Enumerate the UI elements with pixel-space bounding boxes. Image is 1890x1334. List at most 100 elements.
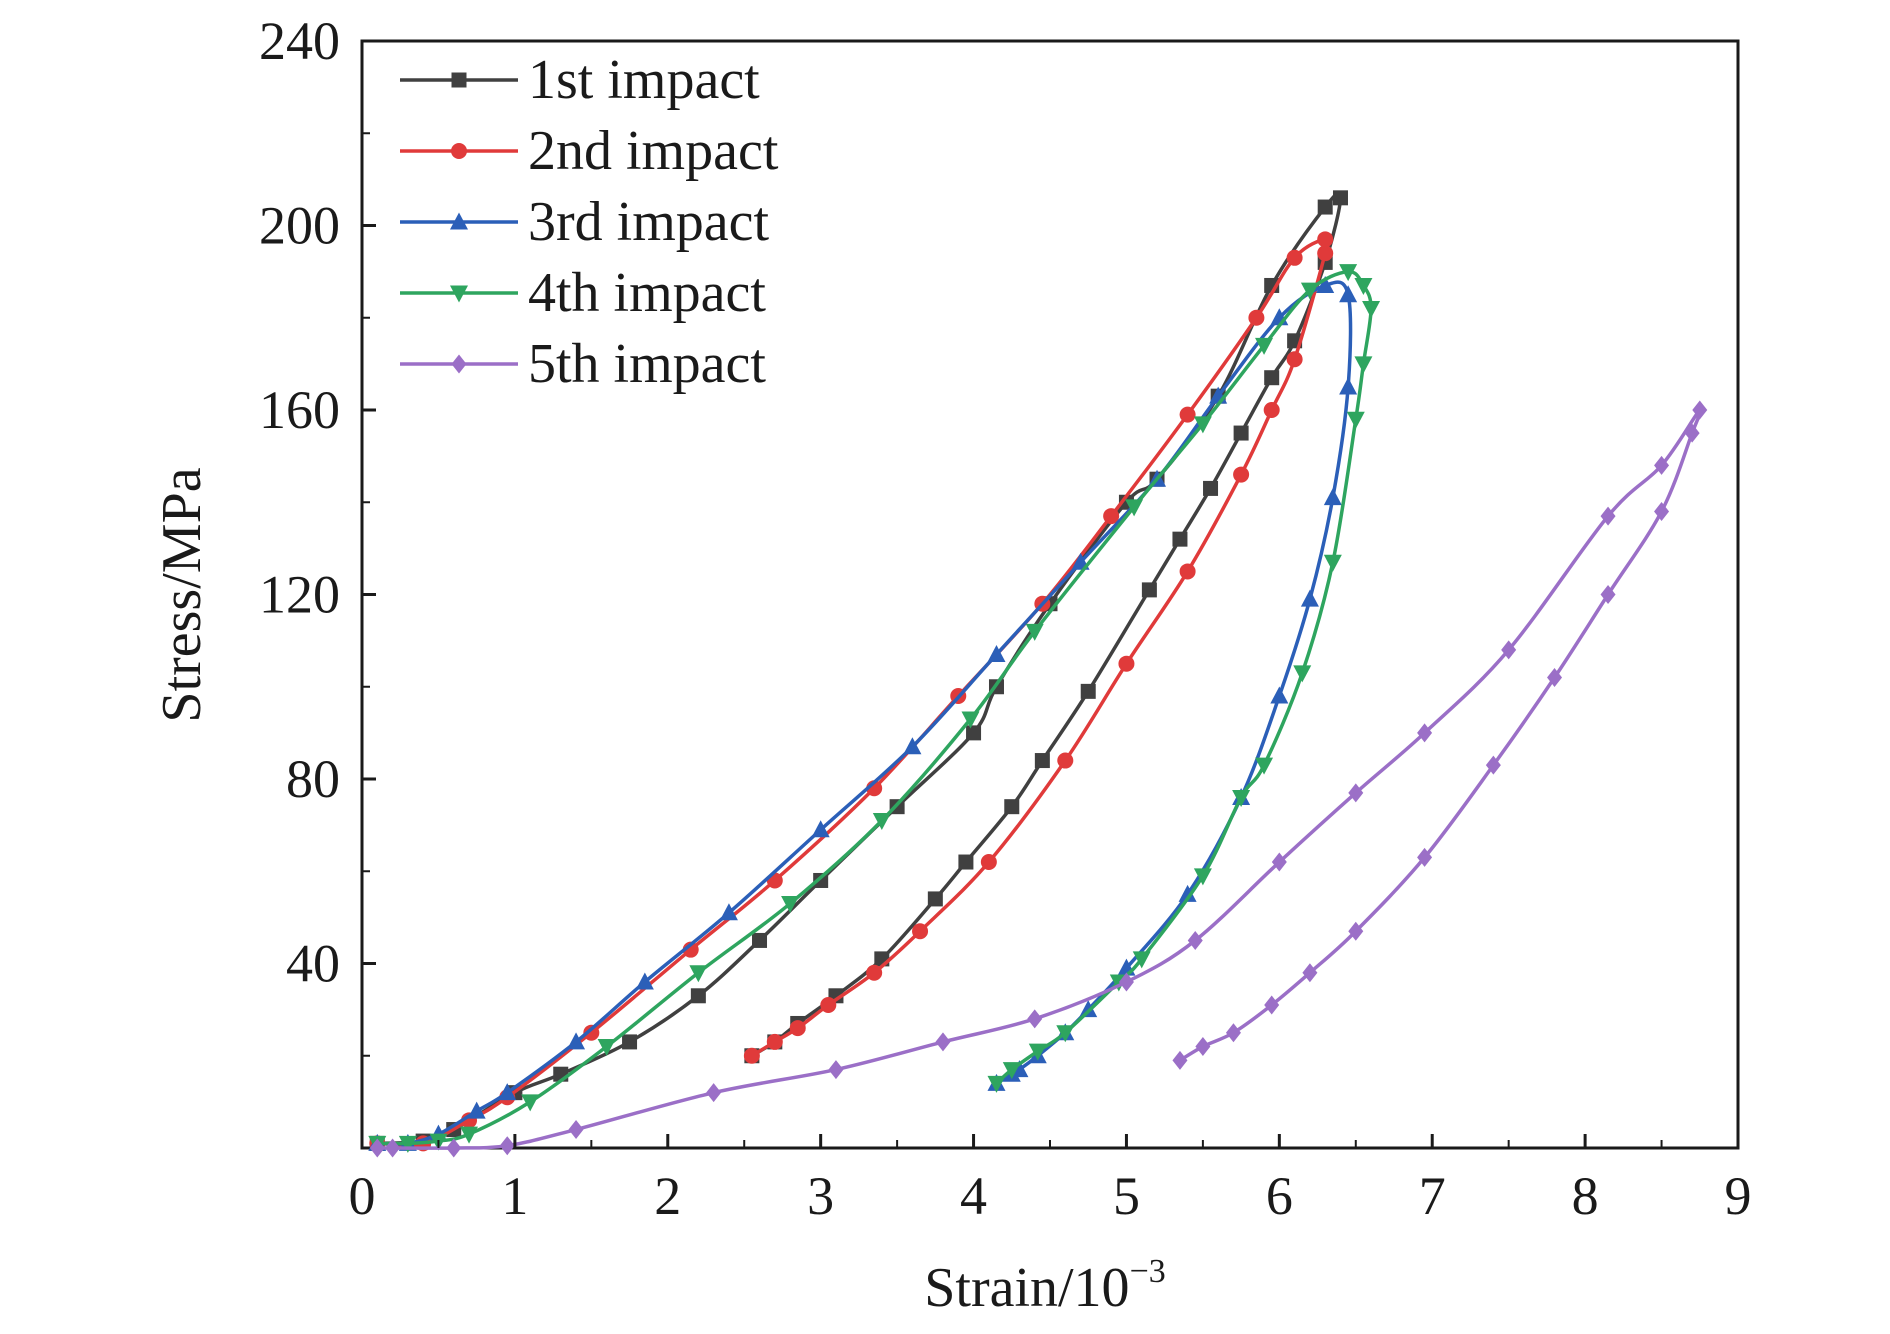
x-axis-label: Strain/10−3 bbox=[924, 1253, 1166, 1319]
data-point bbox=[568, 1120, 584, 1140]
data-point bbox=[903, 737, 922, 755]
data-point bbox=[1286, 351, 1303, 368]
data-point bbox=[1317, 231, 1334, 248]
data-point bbox=[1079, 1000, 1098, 1018]
series-line-3rd-impact bbox=[377, 280, 1353, 1146]
x-tick-label: 7 bbox=[1419, 1166, 1446, 1226]
series-2nd-impact bbox=[369, 231, 1334, 1152]
data-point bbox=[1028, 1043, 1047, 1061]
data-point bbox=[1362, 301, 1381, 319]
data-point bbox=[935, 1032, 951, 1052]
data-point bbox=[1354, 356, 1373, 374]
x-tick-label: 5 bbox=[1113, 1166, 1140, 1226]
data-point bbox=[1271, 852, 1287, 872]
series-5th-impact bbox=[369, 400, 1708, 1158]
y-axis-label: Stress/MPa bbox=[151, 467, 213, 722]
data-point bbox=[1187, 930, 1203, 950]
y-tick-label: 240 bbox=[259, 11, 340, 71]
data-point bbox=[1193, 416, 1212, 434]
data-point bbox=[789, 1020, 806, 1037]
data-point bbox=[1057, 752, 1074, 769]
data-point bbox=[987, 1075, 1006, 1093]
legend-marker bbox=[450, 212, 468, 230]
y-tick-label: 80 bbox=[286, 749, 340, 809]
data-point bbox=[1339, 377, 1358, 395]
data-point bbox=[719, 903, 738, 921]
data-point bbox=[1193, 868, 1212, 886]
data-point bbox=[385, 1138, 401, 1158]
data-point bbox=[1600, 506, 1616, 526]
x-axis-label-exponent: −3 bbox=[1130, 1253, 1166, 1290]
data-point bbox=[1354, 277, 1373, 295]
data-point bbox=[1501, 640, 1517, 660]
data-point bbox=[1417, 847, 1433, 867]
data-point bbox=[1103, 508, 1120, 525]
data-point bbox=[1248, 309, 1265, 326]
data-point bbox=[1002, 1062, 1021, 1080]
legend-marker bbox=[451, 72, 467, 88]
data-point bbox=[1172, 531, 1188, 547]
data-point bbox=[1118, 655, 1135, 672]
series-1st-impact bbox=[369, 190, 1348, 1151]
data-point bbox=[1233, 425, 1249, 441]
legend-label: 4th impact bbox=[528, 262, 766, 324]
data-point bbox=[987, 644, 1006, 662]
series-layer bbox=[368, 190, 1708, 1158]
data-point bbox=[1323, 488, 1342, 506]
data-point bbox=[567, 1032, 586, 1050]
ticks-layer: 0 1 2 3 4 5 6 7 8 9 40 80 120 160 200 240 bbox=[259, 11, 1752, 1226]
data-point bbox=[828, 1060, 844, 1080]
legend-item-1st-impact: 1st impact bbox=[400, 49, 760, 111]
data-point bbox=[1264, 370, 1280, 386]
data-point bbox=[1179, 563, 1196, 580]
data-point bbox=[1317, 245, 1334, 262]
data-point bbox=[958, 854, 974, 870]
data-point bbox=[1317, 199, 1333, 215]
data-point bbox=[1195, 1037, 1211, 1057]
series-line-1st-impact bbox=[377, 191, 1343, 1146]
data-point bbox=[1316, 275, 1335, 293]
data-point bbox=[1264, 995, 1280, 1015]
data-point bbox=[743, 1047, 760, 1064]
data-point bbox=[1255, 757, 1274, 775]
data-point bbox=[1692, 400, 1708, 420]
x-tick-label: 1 bbox=[501, 1166, 528, 1226]
data-point bbox=[583, 1024, 600, 1041]
data-point bbox=[1600, 585, 1616, 604]
data-point bbox=[813, 872, 829, 888]
series-4th-impact bbox=[368, 264, 1381, 1153]
data-point bbox=[1056, 1025, 1075, 1043]
data-point bbox=[1547, 668, 1563, 688]
x-tick-label: 9 bbox=[1725, 1166, 1752, 1226]
data-point bbox=[1417, 723, 1433, 743]
data-point bbox=[1286, 249, 1303, 266]
data-point bbox=[980, 854, 997, 871]
data-point bbox=[766, 1033, 783, 1050]
data-point bbox=[521, 1094, 540, 1112]
data-point bbox=[961, 711, 980, 729]
x-tick-label: 0 bbox=[349, 1166, 376, 1226]
data-point bbox=[597, 1039, 616, 1057]
data-point bbox=[1348, 783, 1364, 803]
data-point bbox=[635, 972, 654, 990]
data-point bbox=[1323, 554, 1342, 572]
data-point bbox=[1233, 466, 1250, 483]
data-point bbox=[369, 1138, 385, 1158]
x-tick-label: 6 bbox=[1266, 1166, 1293, 1226]
data-point bbox=[1132, 951, 1151, 969]
data-point bbox=[966, 725, 982, 741]
data-point bbox=[398, 1135, 417, 1153]
data-point bbox=[752, 932, 768, 948]
data-point bbox=[689, 965, 708, 983]
data-point bbox=[1270, 686, 1289, 704]
y-tick-label: 200 bbox=[259, 196, 340, 256]
data-point bbox=[866, 964, 883, 981]
series-line-2nd-impact bbox=[377, 236, 1331, 1147]
data-point bbox=[1654, 501, 1670, 521]
data-point bbox=[1118, 972, 1134, 992]
data-point bbox=[820, 997, 837, 1014]
legend-item-4th-impact: 4th impact bbox=[400, 262, 766, 324]
data-point bbox=[1300, 282, 1319, 300]
y-tick-label: 40 bbox=[286, 934, 340, 994]
